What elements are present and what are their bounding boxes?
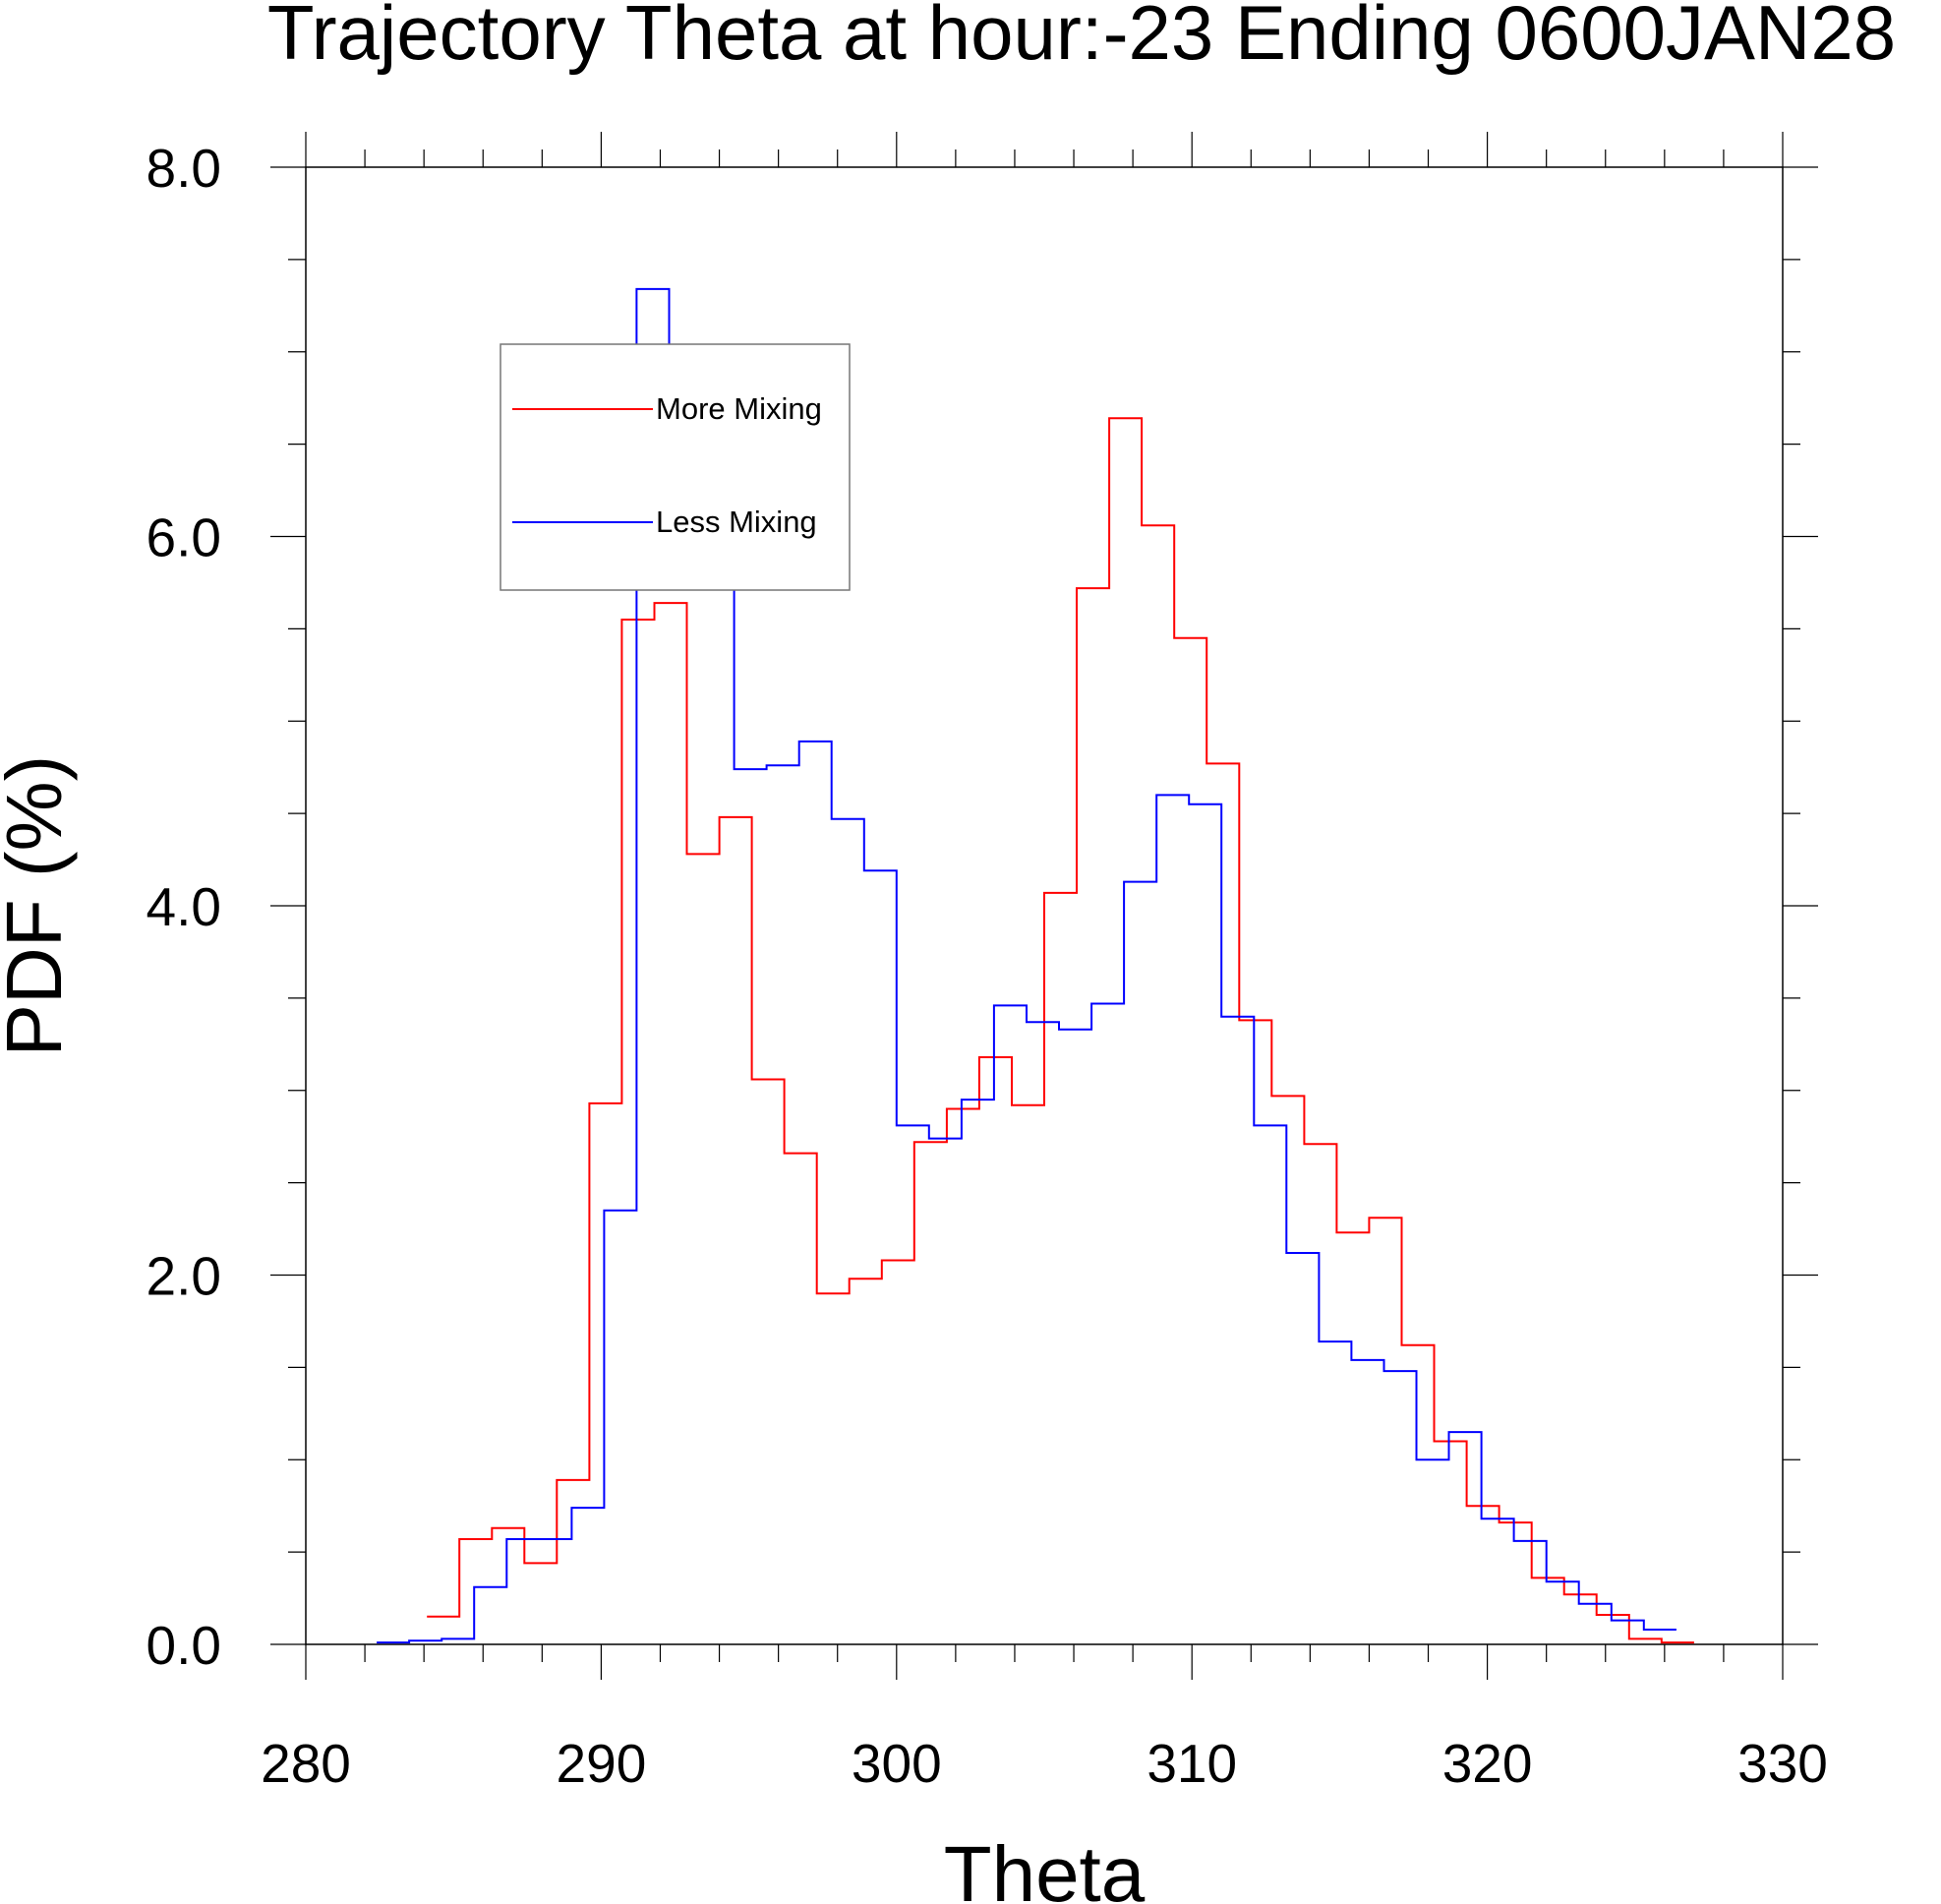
x-tick-label: 320: [1442, 1733, 1533, 1794]
legend-box: [500, 343, 851, 591]
plot-area: [270, 132, 1818, 1680]
x-tick-label: 290: [557, 1733, 647, 1794]
y-tick-label: 6.0: [147, 507, 221, 568]
y-tick-labels: 0.0 2.0 4.0 6.0 8.0: [147, 138, 221, 1676]
y-tick-label: 4.0: [147, 876, 221, 937]
y-tick-label: 8.0: [147, 138, 221, 199]
y-axis-label: PDF (%): [0, 755, 78, 1057]
x-tick-labels: 280 290 300 310 320 330: [261, 1733, 1828, 1794]
y-tick-label: 2.0: [147, 1246, 221, 1307]
x-tick-label: 330: [1737, 1733, 1828, 1794]
chart-title: Trajectory Theta at hour:-23 Ending 0600…: [267, 0, 1896, 76]
series-line-more-mixing: [427, 417, 1694, 1644]
y-tick-label: 0.0: [147, 1615, 221, 1676]
axis-ticks: [270, 132, 1818, 1680]
x-axis-label: Theta: [944, 1830, 1146, 1904]
x-tick-label: 300: [852, 1733, 942, 1794]
legend-label-less-mixing: Less Mixing: [656, 505, 817, 539]
x-tick-label: 310: [1147, 1733, 1237, 1794]
series-layer: [377, 287, 1694, 1644]
legend: More Mixing Less Mixing: [500, 343, 851, 591]
legend-label-more-mixing: More Mixing: [656, 391, 822, 426]
series-line-less-mixing: [377, 287, 1676, 1644]
x-tick-label: 280: [261, 1733, 351, 1794]
